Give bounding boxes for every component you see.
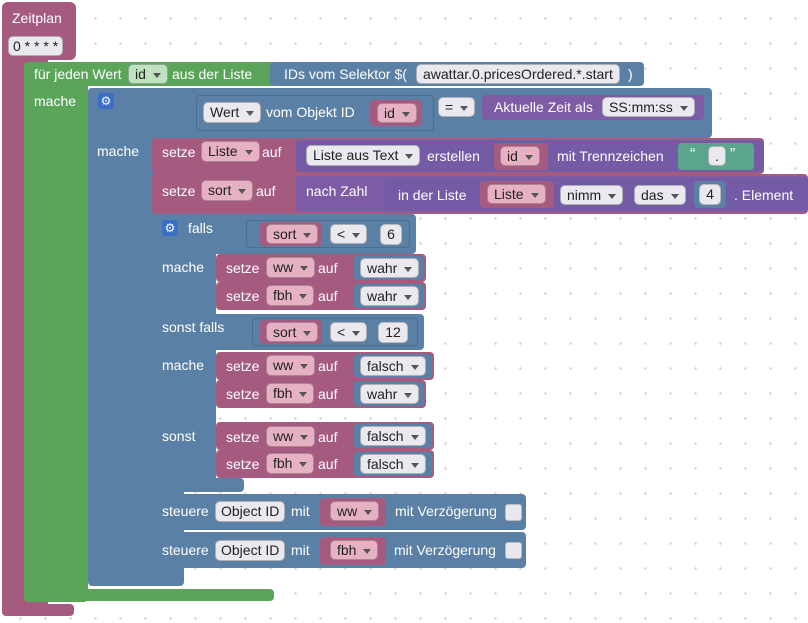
element-label: . Element <box>734 187 794 203</box>
split-text-var-dropdown[interactable]: id <box>500 146 540 166</box>
control-label: steuere <box>162 542 209 558</box>
set-row-var-dropdown[interactable]: fbh <box>266 383 315 404</box>
set-row-label: setze <box>226 456 260 472</box>
gear-icon[interactable]: ⚙ <box>98 93 114 109</box>
compare-op-dropdown[interactable]: = <box>438 97 476 117</box>
to-number-label: nach Zahl <box>306 183 368 199</box>
object-id-field[interactable]: Object ID <box>215 540 286 561</box>
bool-dropdown[interactable]: wahr <box>360 286 420 306</box>
set-sort-to-label: auf <box>256 183 276 199</box>
set-row-var-dropdown[interactable]: fbh <box>266 285 315 306</box>
take-dropdown[interactable]: nimm <box>560 185 624 205</box>
set-row-label: setze <box>226 429 260 445</box>
set-row-to-label: auf <box>318 288 338 304</box>
bool-dropdown[interactable]: wahr <box>360 258 420 278</box>
schedule-foot <box>2 604 74 616</box>
cond1-op-dropdown[interactable]: < <box>330 224 368 244</box>
cond2-value-field[interactable]: 12 <box>378 322 408 343</box>
set-row-var-dropdown[interactable]: ww <box>266 426 316 447</box>
if2-block[interactable] <box>152 214 216 492</box>
cond1-var-dropdown[interactable]: sort <box>266 224 319 244</box>
control-var-dropdown[interactable]: fbh <box>330 540 379 560</box>
separator-field[interactable]: . <box>708 146 726 166</box>
set-row-var-dropdown[interactable]: ww <box>266 355 316 376</box>
if2-do-label-2: mache <box>162 357 205 373</box>
set-row-to-label: auf <box>318 386 338 402</box>
current-time-label: Aktuelle Zeit als <box>494 99 593 115</box>
set-row-label: setze <box>226 260 260 276</box>
foreach-block[interactable] <box>24 62 88 602</box>
foreach-label: für jeden Wert <box>34 66 122 82</box>
selector-value-field[interactable]: awattar.0.pricesOrdered.*.start <box>416 64 620 84</box>
index-field[interactable]: 4 <box>699 184 721 205</box>
set-row-var-dropdown[interactable]: ww <box>266 257 316 278</box>
cond2-op-dropdown[interactable]: < <box>330 322 368 342</box>
if2-else-label: sonst <box>162 428 196 444</box>
foreach-foot <box>24 589 274 601</box>
set-row-label: setze <box>226 386 260 402</box>
if2-foot <box>152 478 244 492</box>
set-sort-set-label: setze <box>162 183 196 199</box>
bool-dropdown[interactable]: falsch <box>360 426 426 446</box>
delay-checkbox[interactable] <box>505 542 522 559</box>
selector-close: ) <box>628 66 633 82</box>
set-row-label: setze <box>226 358 260 374</box>
set-row-to-label: auf <box>318 358 338 374</box>
delay-label: mit Verzögerung <box>394 542 496 558</box>
set-row-label: setze <box>226 288 260 304</box>
object-id-field[interactable]: Object ID <box>215 501 286 522</box>
object-id-label: vom Objekt ID <box>266 104 355 120</box>
split-dropdown[interactable]: Liste aus Text <box>306 145 421 166</box>
quote-close-icon: ” <box>730 146 736 163</box>
if1-foot <box>88 572 182 584</box>
foreach-var-dropdown[interactable]: id <box>128 64 168 84</box>
set-row-to-label: auf <box>318 456 338 472</box>
bool-dropdown[interactable]: falsch <box>360 356 426 376</box>
list-var-dropdown[interactable]: Liste <box>487 184 546 204</box>
id-var-dropdown[interactable]: id <box>377 103 417 123</box>
set-sort-var-dropdown[interactable]: sort <box>201 180 254 201</box>
quote-open-icon: “ <box>690 146 696 163</box>
set-row-to-label: auf <box>318 429 338 445</box>
if1-do-label: mache <box>97 143 140 159</box>
delay-label: mit Verzögerung <box>395 503 497 519</box>
if2-elseif-label: sonst falls <box>162 319 225 335</box>
set-list-var-dropdown[interactable]: Liste <box>201 141 260 162</box>
control-with-label: mit <box>291 542 310 558</box>
cond1-value-field[interactable]: 6 <box>380 224 402 245</box>
set-list-to-label: auf <box>262 144 282 160</box>
time-format-dropdown[interactable]: SS:mm:ss <box>602 97 695 117</box>
cond2-var-dropdown[interactable]: sort <box>266 322 319 342</box>
split-create-label: erstellen <box>427 148 480 164</box>
control-with-label: mit <box>291 503 310 519</box>
control-var-dropdown[interactable]: ww <box>330 501 380 521</box>
separator-label: mit Trennzeichen <box>557 148 664 164</box>
bool-dropdown[interactable]: wahr <box>360 384 420 404</box>
selector-label: IDs vom Selektor $( <box>284 66 407 82</box>
delay-checkbox[interactable] <box>505 504 522 521</box>
set-row-to-label: auf <box>318 260 338 276</box>
in-list-label: in der Liste <box>398 187 467 203</box>
value-dropdown[interactable]: Wert <box>203 102 262 123</box>
the-dropdown[interactable]: das <box>634 185 686 205</box>
bool-dropdown[interactable]: falsch <box>360 454 426 474</box>
control-label: steuere <box>162 503 209 519</box>
if2-do-label-1: mache <box>162 259 205 275</box>
set-list-set-label: setze <box>162 144 196 160</box>
gear-icon[interactable]: ⚙ <box>162 220 178 236</box>
cron-field[interactable]: 0 * * * * <box>8 36 64 56</box>
foreach-do-label: mache <box>34 93 77 109</box>
if2-falls-label: falls <box>188 220 213 236</box>
schedule-label: Zeitplan <box>12 10 62 26</box>
foreach-list-label: aus der Liste <box>172 66 253 82</box>
set-row-var-dropdown[interactable]: fbh <box>266 453 315 474</box>
